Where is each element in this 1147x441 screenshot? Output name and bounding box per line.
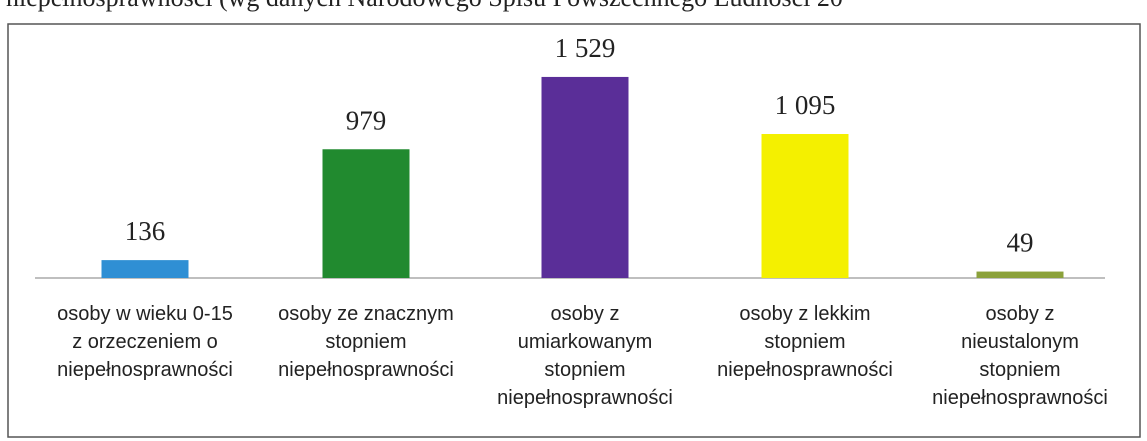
value-label: 49 [1007,228,1034,258]
category-label: niepełnosprawności [497,387,673,409]
value-label: 979 [346,105,387,135]
category-label: osoby z lekkim [739,303,870,325]
caption: niepełnosprawności (wg danych Narodowego… [6,0,843,12]
bar [976,271,1064,278]
value-label: 1 529 [555,33,616,63]
category-label: stopniem [544,359,625,381]
category-label: stopniem [764,331,845,353]
bar [101,260,189,278]
category-label: osoby z [551,303,620,325]
chart-frame [7,23,1141,438]
bar [322,149,410,278]
bar [541,76,629,279]
category-label: nieustalonym [961,331,1079,353]
value-label: 1 095 [775,90,836,120]
value-label: 136 [125,216,166,246]
category-label: stopniem [325,331,406,353]
bar [761,134,849,278]
category-label: stopniem [979,359,1060,381]
category-label: osoby ze znacznym [278,303,454,325]
category-label: osoby w wieku 0-15 [57,303,233,325]
category-label: umiarkowanym [518,331,652,353]
category-label: niepełnosprawności [932,387,1108,409]
category-label: niepełnosprawności [278,359,454,381]
category-label: niepełnosprawności [717,359,893,381]
category-label: osoby z [986,303,1055,325]
category-label: z orzeczeniem o [72,331,218,353]
category-label: niepełnosprawności [57,359,233,381]
